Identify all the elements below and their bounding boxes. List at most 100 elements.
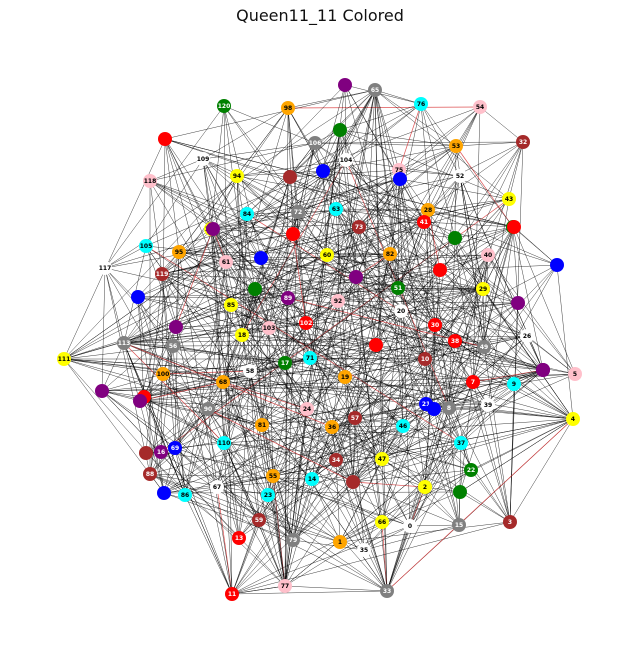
graph-node: 33 bbox=[380, 584, 394, 598]
graph-edge bbox=[161, 273, 484, 290]
graph-edge bbox=[267, 418, 574, 496]
node-circle bbox=[299, 316, 313, 330]
graph-node: 117 bbox=[98, 261, 112, 275]
node-label: 30 bbox=[431, 322, 439, 329]
graph-node: 16 bbox=[154, 445, 168, 459]
graph-edge bbox=[454, 237, 484, 290]
graph-edge bbox=[143, 381, 224, 398]
graph-edge bbox=[63, 257, 262, 360]
node-circle bbox=[316, 164, 330, 178]
graph-edge bbox=[258, 344, 377, 521]
node-label: 85 bbox=[227, 302, 235, 309]
graph-node: 53 bbox=[449, 139, 463, 153]
node-label: 14 bbox=[308, 476, 316, 483]
graph-edge bbox=[326, 221, 425, 256]
graph-edge bbox=[354, 417, 426, 488]
node-label: 29 bbox=[479, 286, 487, 293]
node-circle bbox=[255, 418, 269, 432]
graph-edge bbox=[297, 211, 391, 255]
graph-edge bbox=[268, 89, 376, 329]
graph-node: 67 bbox=[210, 480, 224, 494]
graph-node: 118 bbox=[143, 174, 157, 188]
node-label: 86 bbox=[181, 492, 189, 499]
graph-edge bbox=[161, 170, 324, 275]
graph-node bbox=[433, 263, 447, 277]
node-label: 53 bbox=[452, 143, 460, 150]
graph-edge bbox=[231, 340, 456, 595]
node-label: 13 bbox=[235, 535, 243, 542]
graph-node bbox=[453, 485, 467, 499]
node-label: 81 bbox=[258, 422, 266, 429]
node-circle bbox=[286, 227, 300, 241]
node-label: 60 bbox=[323, 252, 331, 259]
graph-edge bbox=[123, 103, 422, 344]
graph-edge bbox=[424, 442, 462, 488]
graph-node: 43 bbox=[502, 192, 516, 206]
graph-edge bbox=[297, 209, 429, 213]
node-label: 2 bbox=[423, 484, 427, 491]
graph-node: 63 bbox=[329, 202, 343, 216]
graph-edge bbox=[508, 141, 524, 200]
graph-edge bbox=[145, 381, 224, 454]
node-label: 111 bbox=[58, 356, 71, 363]
graph-edge bbox=[184, 261, 227, 496]
graph-edge bbox=[337, 300, 354, 483]
graph-edge bbox=[164, 138, 558, 266]
node-label: 58 bbox=[246, 368, 254, 375]
node-label: 67 bbox=[213, 484, 221, 491]
graph-edge bbox=[231, 525, 411, 595]
graph-edge bbox=[174, 447, 233, 595]
node-circle bbox=[248, 282, 262, 296]
graph-edge bbox=[207, 408, 354, 483]
graph-edge bbox=[164, 138, 212, 230]
graph-edge bbox=[284, 226, 514, 587]
graph-edge bbox=[139, 400, 260, 521]
graph-node: 40 bbox=[481, 248, 495, 262]
graph-node: 79 bbox=[286, 533, 300, 547]
graph-edge bbox=[420, 103, 514, 228]
node-label: 102 bbox=[300, 320, 313, 327]
graph-edge bbox=[459, 175, 484, 290]
graph-edge bbox=[225, 261, 308, 410]
graph-edge bbox=[322, 89, 376, 172]
graph-edge bbox=[381, 425, 404, 523]
graph-edge bbox=[344, 84, 347, 161]
graph-edge bbox=[337, 254, 489, 302]
graph-edge bbox=[231, 590, 388, 595]
graph-edge bbox=[272, 129, 341, 477]
graph-edge bbox=[223, 254, 328, 444]
graph-edge bbox=[212, 228, 256, 290]
node-label: 95 bbox=[175, 249, 183, 256]
graph-edge bbox=[163, 408, 209, 494]
graph-node: 41 bbox=[417, 215, 431, 229]
node-label: 34 bbox=[332, 457, 340, 464]
graph-edge bbox=[400, 226, 515, 312]
graph-edge bbox=[143, 106, 481, 398]
graph-edge bbox=[459, 491, 511, 523]
node-label: 38 bbox=[451, 338, 459, 345]
graph-edge bbox=[389, 253, 544, 371]
graph-edge bbox=[433, 408, 462, 444]
graph-edge bbox=[123, 334, 243, 344]
graph-edge bbox=[246, 213, 456, 239]
node-circle bbox=[507, 220, 521, 234]
graph-edge bbox=[284, 362, 313, 480]
node-circle bbox=[329, 202, 343, 216]
node-label: 9 bbox=[512, 381, 516, 388]
graph-node bbox=[131, 290, 145, 304]
graph-edge bbox=[164, 138, 232, 306]
node-label: 22 bbox=[467, 467, 475, 474]
graph-edge bbox=[104, 267, 125, 344]
graph-edge bbox=[231, 585, 286, 595]
graph-edge bbox=[284, 211, 299, 587]
graph-edge bbox=[459, 418, 574, 493]
graph-edge bbox=[104, 245, 147, 269]
graph-edge bbox=[202, 158, 411, 527]
node-circle bbox=[453, 485, 467, 499]
graph-node: 7 bbox=[466, 375, 480, 389]
node-label: 33 bbox=[383, 588, 391, 595]
node-circle bbox=[230, 169, 244, 183]
node-label: 16 bbox=[157, 449, 165, 456]
node-circle bbox=[348, 411, 362, 425]
graph-node: 60 bbox=[320, 248, 334, 262]
